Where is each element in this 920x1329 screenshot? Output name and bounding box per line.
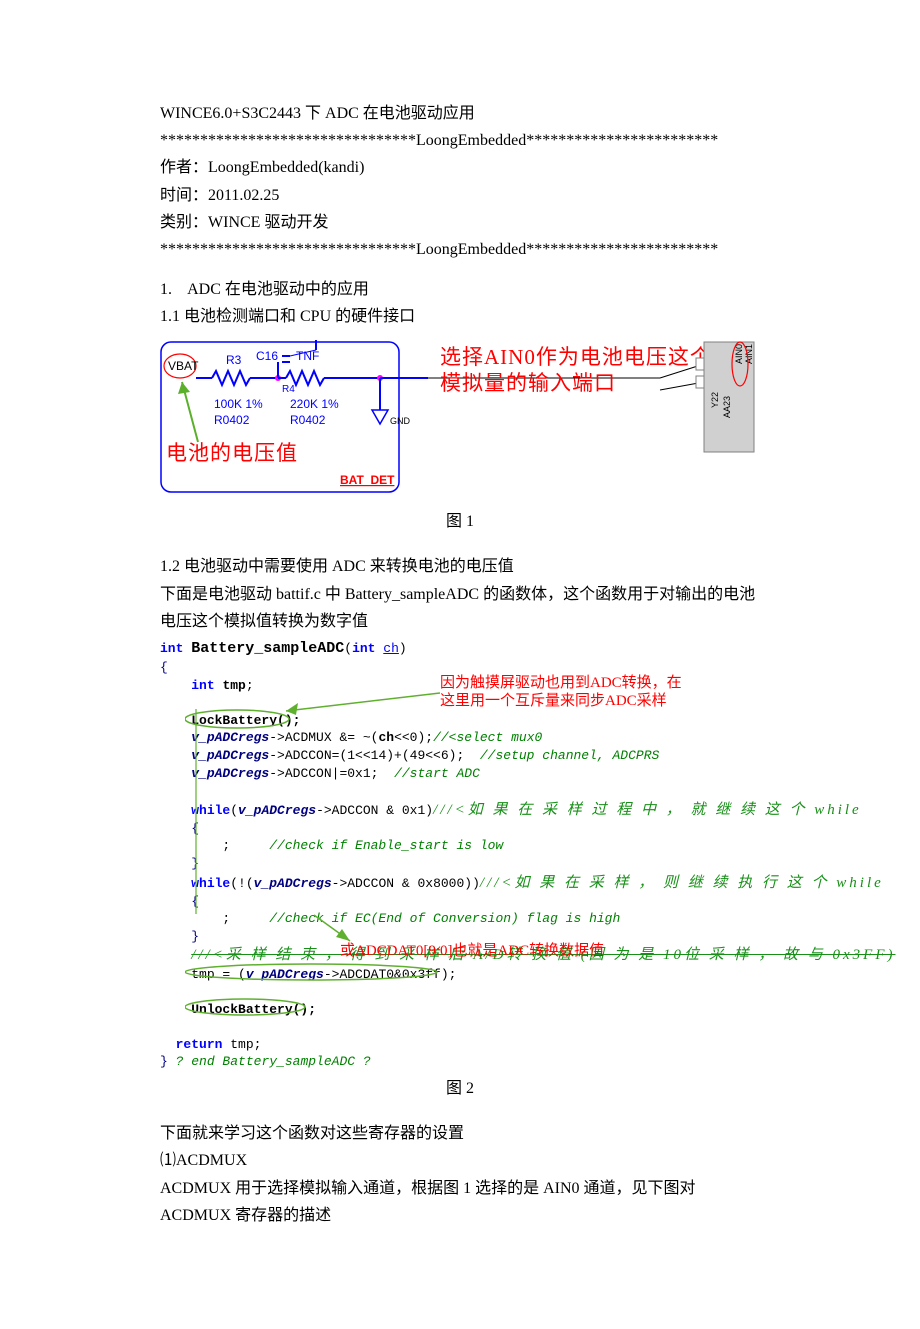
- sec11-title: 电池检测端口和 CPU 的硬件接口: [184, 308, 415, 325]
- r3-spec1: 100K 1%: [214, 397, 263, 411]
- tmp-var: tmp: [222, 678, 245, 693]
- return-kw: return: [176, 1037, 223, 1052]
- while2-d: ->ADCCON & 0x8000)): [332, 876, 480, 891]
- reg1d: <<0);: [394, 730, 433, 745]
- figure-1: VBAT R3 C16 TNF R4 100K 1% R0402 220K 1%…: [160, 338, 760, 504]
- tail-1: 下面就来学习这个函数对这些寄存器的设置: [160, 1120, 760, 1147]
- reg2a: v_pADCregs: [191, 748, 269, 763]
- reg1a: v_pADCregs: [191, 730, 269, 745]
- r4-spec1: 220K 1%: [290, 397, 339, 411]
- section-1-1: 1.1 电池检测端口和 CPU 的硬件接口: [160, 303, 760, 330]
- while1-d: ->ADCCON & 0x1): [316, 803, 433, 818]
- aa23-label: AA23: [722, 396, 732, 418]
- r3-spec2: R0402: [214, 413, 250, 427]
- reg3c: //start ADC: [394, 766, 480, 781]
- return-v: tmp;: [230, 1037, 261, 1052]
- tail-2: ⑴ACDMUX: [160, 1147, 760, 1174]
- res-b: v_pADCregs: [246, 967, 324, 982]
- sec11-num: 1.1: [160, 308, 180, 325]
- arg-name: ch: [383, 641, 399, 656]
- while2-b: (!(: [230, 876, 253, 891]
- fig1-cn-1: 选择AIN0作为电池电压这个: [440, 345, 712, 369]
- figure-2: int Battery_sampleADC(int ch) { int tmp;…: [160, 639, 760, 1071]
- category-line: 类别：WINCE 驱动开发: [160, 209, 760, 236]
- reg1c: ch: [378, 730, 394, 745]
- section-1-2: 1.2 电池驱动中需要使用 ADC 来转换电池的电压值: [160, 553, 760, 580]
- batdet-label: BAT_DET: [340, 473, 395, 487]
- reg2b: ->ADCCON=(1<<14)+(49<<6);: [269, 748, 480, 763]
- separator-top: ********************************LoongEmb…: [160, 127, 760, 154]
- date-label: 时间：: [160, 187, 208, 204]
- date-line: 时间：2011.02.25: [160, 182, 760, 209]
- tmp-type: int: [191, 678, 214, 693]
- res-c: ->ADCDAT0&0x3ff);: [324, 967, 457, 982]
- while1-chk: //check if Enable_start is low: [269, 838, 503, 853]
- sec12-title: 电池驱动中需要使用 ADC 来转换电池的电压值: [184, 558, 514, 575]
- category-label: 类别：: [160, 214, 208, 231]
- author: LoongEmbedded(kandi): [208, 159, 364, 176]
- sec12-body: 下面是电池驱动 battif.c 中 Battery_sampleADC 的函数…: [160, 581, 760, 635]
- while1-c: v_pADCregs: [238, 803, 316, 818]
- fig1-vbat-cn: 电池的电压值: [166, 441, 298, 465]
- c16-label: C16: [256, 349, 278, 363]
- sec1-title: ADC 在电池驱动中的应用: [187, 281, 369, 298]
- r3-label: R3: [226, 353, 242, 367]
- category: WINCE 驱动开发: [208, 214, 328, 231]
- while2-kw: while: [191, 876, 230, 891]
- arg-type: int: [352, 641, 375, 656]
- r4-spec2: R0402: [290, 413, 326, 427]
- sec12-num: 1.2: [160, 558, 180, 575]
- reg1e: //<select mux0: [433, 730, 542, 745]
- doc-title: WINCE6.0+S3C2443 下 ADC 在电池驱动应用: [160, 100, 760, 127]
- lock-call: LockBattery();: [191, 713, 300, 728]
- ann-bot: 或ADCDAT0[9:0]也就是ADC转换数据值: [340, 939, 604, 965]
- while1-e: ///<如 果 在 采 样 过 程 中 ， 就 继 续 这 个 while: [433, 802, 862, 818]
- res-a: tmp = (: [191, 967, 246, 982]
- while2-chk: //check if EC(End of Conversion) flag is…: [269, 911, 620, 926]
- end-comment: ? end Battery_sampleADC ?: [176, 1054, 371, 1069]
- while1-b: (: [230, 803, 238, 818]
- reg1b: ->ACDMUX &= ~(: [269, 730, 378, 745]
- author-line: 作者：LoongEmbedded(kandi): [160, 154, 760, 181]
- date: 2011.02.25: [208, 187, 279, 204]
- kw-int: int: [160, 641, 183, 656]
- fig1-cn-2: 模拟量的输入端口: [440, 371, 616, 395]
- while2-c: v_pADCregs: [254, 876, 332, 891]
- fn-name: Battery_sampleADC: [191, 640, 344, 657]
- y22-label: Y22: [710, 392, 720, 408]
- tail-3: ACDMUX 用于选择模拟输入通道，根据图 1 选择的是 AIN0 通道，见下图…: [160, 1175, 760, 1229]
- reg3a: v_pADCregs: [191, 766, 269, 781]
- separator-bottom: ********************************LoongEmb…: [160, 236, 760, 263]
- ann-top2: 这里用一个互斥量来同步ADC采样: [440, 689, 667, 715]
- vbat-label: VBAT: [168, 359, 199, 373]
- tnf-label: TNF: [296, 349, 319, 363]
- while2-e: ///<如 果 在 采 样 ， 则 继 续 执 行 这 个 while: [480, 875, 884, 891]
- reg3b: ->ADCCON|=0x1;: [269, 766, 394, 781]
- r4-label: R4: [282, 384, 295, 395]
- unlock-call: UnlockBattery();: [191, 1002, 316, 1017]
- gnd-label: GND: [390, 416, 411, 426]
- fig2-caption: 图 2: [160, 1075, 760, 1102]
- sec1-num: 1.: [160, 276, 184, 303]
- fig1-caption: 图 1: [160, 508, 760, 535]
- while1-kw: while: [191, 803, 230, 818]
- reg2c: //setup channel, ADCPRS: [480, 748, 659, 763]
- author-label: 作者：: [160, 159, 208, 176]
- section-1: 1. ADC 在电池驱动中的应用: [160, 276, 760, 303]
